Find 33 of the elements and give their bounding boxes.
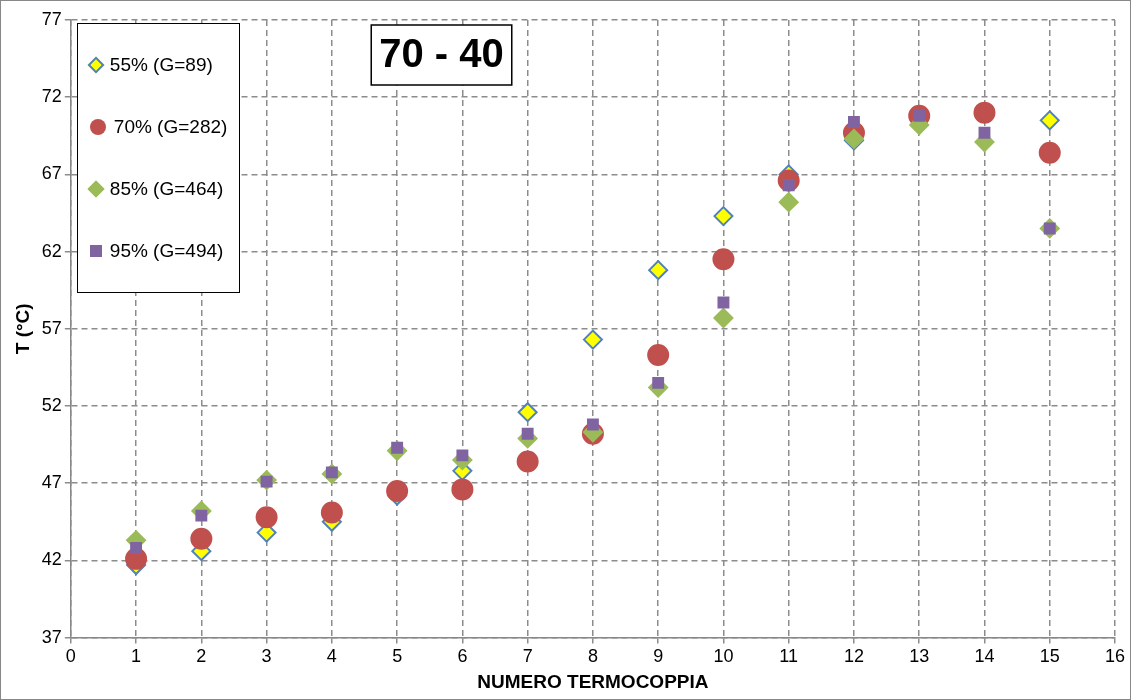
x-tick-label: 7 xyxy=(522,646,533,667)
x-tick-label: 13 xyxy=(909,646,930,667)
y-tick-label: 52 xyxy=(41,394,62,415)
x-tick-label: 2 xyxy=(196,646,207,667)
x-tick-label: 14 xyxy=(974,646,995,667)
legend-label: 55% (G=89) xyxy=(109,54,213,76)
legend-label: 70% (G=282) xyxy=(113,116,228,138)
x-tick-label: 15 xyxy=(1039,646,1060,667)
y-tick-label: 37 xyxy=(41,626,62,647)
y-tick-label: 57 xyxy=(41,317,62,338)
x-tick-label: 1 xyxy=(131,646,142,667)
chart-title: 70 - 40 xyxy=(379,31,504,76)
y-axis-title: T (°C) xyxy=(11,303,33,355)
y-tick-label: 77 xyxy=(41,8,62,29)
x-tick-label: 0 xyxy=(65,646,76,667)
x-tick-label: 10 xyxy=(713,646,734,667)
x-axis-title: NUMERO TERMOCOPPIA xyxy=(477,670,709,692)
legend-label: 95% (G=494) xyxy=(109,240,224,262)
x-tick-label: 11 xyxy=(779,646,799,667)
legend-label: 85% (G=464) xyxy=(109,178,224,200)
x-tick-label: 16 xyxy=(1104,646,1126,667)
y-tick-label: 62 xyxy=(41,240,62,261)
y-tick-label: 42 xyxy=(41,549,62,570)
x-tick-label: 5 xyxy=(392,646,403,667)
x-tick-label: 6 xyxy=(457,646,468,667)
x-tick-label: 4 xyxy=(326,646,337,667)
y-tick-label: 72 xyxy=(41,86,62,107)
x-tick-label: 8 xyxy=(587,646,598,667)
y-tick-label: 47 xyxy=(41,472,62,493)
x-tick-label: 3 xyxy=(261,646,272,667)
x-tick-label: 9 xyxy=(653,646,664,667)
y-tick-label: 67 xyxy=(41,163,62,184)
x-tick-label: 12 xyxy=(843,646,864,667)
